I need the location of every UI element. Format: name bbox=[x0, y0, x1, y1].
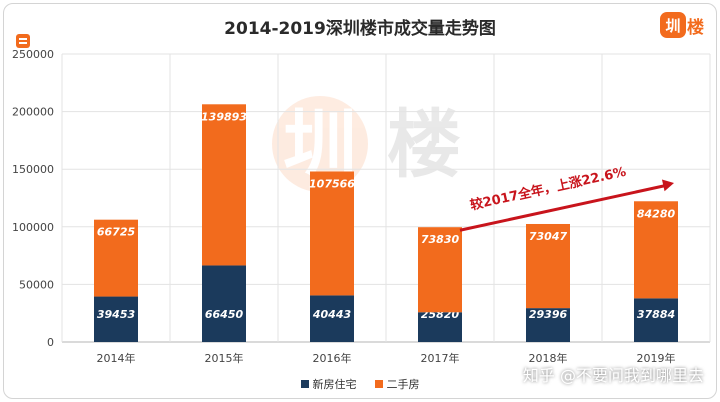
bar-new-house bbox=[526, 308, 570, 342]
stacked-bar-chart: 圳楼 0 50000 100000 150000 200000 250000 39453 667… bbox=[12, 48, 711, 365]
legend-swatch-second-hand bbox=[374, 380, 383, 388]
x-tick-label: 2014年 bbox=[97, 351, 136, 365]
x-tick-label: 2016年 bbox=[313, 351, 352, 365]
legend-label-second-hand: 二手房 bbox=[386, 378, 420, 391]
bar-second-hand bbox=[526, 223, 570, 309]
annotation-arrow-head bbox=[661, 179, 674, 192]
x-tick-label: 2019年 bbox=[637, 351, 676, 365]
watermark-circle bbox=[272, 96, 368, 192]
y-tick-label: 200000 bbox=[12, 106, 54, 119]
bar-second-hand bbox=[202, 104, 246, 266]
data-label-new-house: 39453 bbox=[97, 308, 136, 321]
bar-second-hand bbox=[418, 227, 462, 313]
data-label-second-hand: 107566 bbox=[309, 177, 355, 190]
annotation-text: 较2017全年，上涨22.6% bbox=[469, 164, 628, 214]
bar-second-hand bbox=[310, 171, 354, 296]
bar-new-house bbox=[94, 296, 138, 342]
legend-label-new-house: 新房住宅 bbox=[312, 378, 357, 391]
data-label-second-hand: 84280 bbox=[637, 207, 676, 220]
zhihu-watermark: 知乎 @不要问我到哪里去 bbox=[522, 366, 704, 385]
data-label-second-hand: 139893 bbox=[201, 110, 247, 123]
legend-item-second-hand: 二手房 bbox=[374, 376, 420, 392]
y-tick-label: 250000 bbox=[12, 48, 54, 61]
logo-mark: 圳 bbox=[660, 12, 686, 38]
data-label-new-house: 66450 bbox=[205, 308, 244, 321]
data-label-new-house: 29396 bbox=[529, 308, 568, 321]
brand-logo: 圳 楼 bbox=[660, 12, 704, 38]
bar-new-house bbox=[310, 295, 354, 342]
bar-second-hand bbox=[94, 219, 138, 297]
logo-text: 楼 bbox=[687, 17, 704, 38]
bar-new-house bbox=[418, 312, 462, 342]
y-tick-label: 100000 bbox=[12, 221, 54, 234]
bar-second-hand bbox=[634, 201, 678, 299]
bar-new-house bbox=[202, 265, 246, 342]
data-label-new-house: 37884 bbox=[637, 308, 675, 321]
data-label-second-hand: 73047 bbox=[529, 230, 568, 243]
y-tick-label: 50000 bbox=[19, 278, 54, 291]
legend-item-new-house: 新房住宅 bbox=[300, 376, 357, 392]
background-watermark: 圳楼 bbox=[272, 96, 461, 192]
data-label-second-hand: 66725 bbox=[97, 226, 136, 239]
y-tick-label: 0 bbox=[47, 336, 54, 349]
chart-title: 2014-2019深圳楼市成交量走势图 bbox=[224, 19, 496, 39]
source-icon bbox=[16, 34, 30, 48]
data-label-second-hand: 73830 bbox=[421, 233, 460, 246]
legend-swatch-new-house bbox=[300, 380, 309, 388]
watermark-tail: 楼 bbox=[387, 102, 461, 188]
annotation-arrow-line bbox=[459, 183, 669, 232]
data-label-new-house: 40443 bbox=[312, 308, 352, 321]
x-tick-label: 2018年 bbox=[529, 351, 568, 365]
x-tick-label: 2015年 bbox=[205, 351, 244, 365]
bar-new-house bbox=[634, 298, 678, 342]
y-tick-label: 150000 bbox=[12, 163, 54, 176]
legend: 新房住宅 二手房 bbox=[4, 376, 716, 392]
chart-card: 2014-2019深圳楼市成交量走势图 圳 楼 圳楼 0 50000 100000 15… bbox=[3, 3, 717, 399]
x-tick-label: 2017年 bbox=[421, 351, 460, 365]
